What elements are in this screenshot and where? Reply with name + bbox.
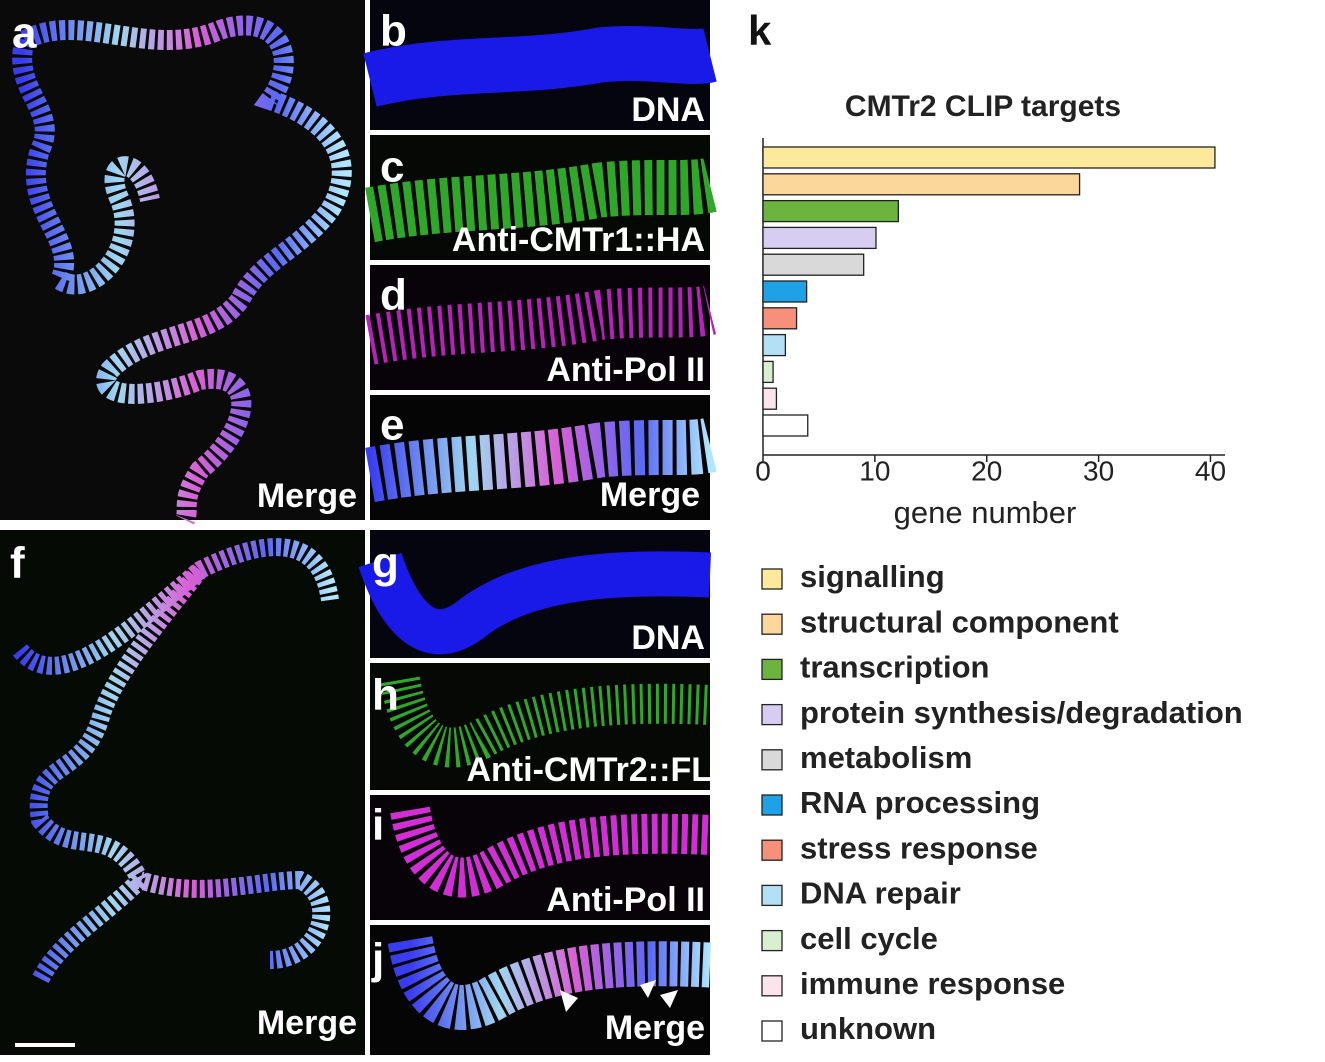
chromosome bbox=[12, 15, 352, 525]
panel-label: e bbox=[380, 401, 404, 450]
legend-swatch bbox=[761, 703, 783, 726]
panel-caption: Anti-CMTr1::HA bbox=[452, 221, 705, 259]
legend-swatch bbox=[761, 884, 783, 907]
panel-caption: Anti-Pol II bbox=[546, 881, 705, 919]
panel-g: g DNA bbox=[358, 530, 712, 658]
bar bbox=[762, 199, 900, 223]
panel-label: j bbox=[371, 935, 384, 984]
panel-caption: Anti-Pol II bbox=[546, 351, 705, 389]
bar bbox=[762, 226, 877, 250]
panel-label: i bbox=[372, 801, 384, 850]
panel-caption: Merge bbox=[257, 477, 357, 515]
x-tick-label: 20 bbox=[971, 455, 1002, 486]
panel-j: j Merge bbox=[370, 925, 712, 1055]
legend-label: RNA processing bbox=[800, 785, 1040, 820]
legend-label: signalling bbox=[800, 559, 945, 594]
x-tick-label: 30 bbox=[1083, 455, 1114, 486]
legend-swatch bbox=[761, 839, 783, 861]
legend-label: protein synthesis/degradation bbox=[800, 695, 1243, 730]
panel-caption: Merge bbox=[257, 1004, 357, 1042]
panel-c: c Anti-CMTr1::HA bbox=[364, 135, 717, 260]
x-tick-label: 10 bbox=[859, 455, 890, 486]
legend-swatch bbox=[761, 975, 783, 997]
panel-i: i Anti-Pol II bbox=[370, 795, 711, 920]
legend-label: DNA repair bbox=[800, 876, 961, 911]
bar bbox=[762, 333, 787, 357]
legend-swatch bbox=[761, 568, 783, 590]
bar bbox=[762, 146, 1216, 169]
bar bbox=[762, 173, 1081, 196]
panel-label: b bbox=[380, 7, 407, 56]
panel-label: c bbox=[380, 143, 404, 192]
x-tick-label: 0 bbox=[755, 455, 771, 486]
panel-caption: Anti-CMTr2::FL bbox=[466, 751, 712, 789]
panel-label: a bbox=[12, 9, 37, 58]
panel-caption: Merge bbox=[605, 1009, 705, 1047]
legend-swatch bbox=[761, 658, 783, 681]
legend-swatch bbox=[761, 749, 783, 771]
panel-label: g bbox=[372, 539, 399, 588]
legend-label: metabolism bbox=[800, 740, 972, 775]
bar bbox=[762, 307, 798, 330]
legend-label: structural component bbox=[800, 604, 1119, 639]
legend-label: cell cycle bbox=[800, 921, 938, 956]
panel-label: f bbox=[10, 539, 25, 588]
bar bbox=[762, 387, 778, 410]
legend-swatch bbox=[761, 794, 783, 816]
panel-h: h Anti-CMTr2::FL bbox=[370, 663, 712, 790]
x-tick-label: 40 bbox=[1195, 455, 1226, 486]
chart-title: CMTr2 CLIP targets bbox=[845, 90, 1121, 123]
panel-label: k bbox=[748, 7, 772, 54]
panel-a: a Merge bbox=[0, 0, 365, 525]
bar bbox=[762, 414, 809, 437]
panel-label: h bbox=[372, 671, 399, 720]
legend-label: transcription bbox=[800, 650, 989, 685]
bar bbox=[762, 360, 774, 384]
bar bbox=[762, 253, 865, 276]
panel-d: d Anti-Pol II bbox=[365, 265, 717, 390]
panel-e: e Merge bbox=[364, 395, 717, 520]
legend-swatch bbox=[761, 613, 783, 635]
panel-caption: DNA bbox=[631, 619, 705, 657]
panel-b: b DNA bbox=[363, 0, 717, 130]
x-axis-label: gene number bbox=[894, 495, 1077, 530]
panel-caption: Merge bbox=[600, 476, 700, 514]
legend-label: immune response bbox=[800, 966, 1065, 1001]
bar-chart: 0 10 20 30 40 signalling structural component t… bbox=[755, 138, 1243, 1046]
panel-caption: DNA bbox=[631, 91, 705, 129]
legend-label: unknown bbox=[800, 1011, 936, 1046]
legend-swatch bbox=[761, 929, 783, 952]
legend-label: stress response bbox=[800, 830, 1038, 865]
panel-label: d bbox=[380, 271, 407, 320]
panel-f: f Merge bbox=[0, 530, 365, 1055]
bar bbox=[762, 280, 808, 303]
legend-swatch bbox=[761, 1020, 783, 1042]
